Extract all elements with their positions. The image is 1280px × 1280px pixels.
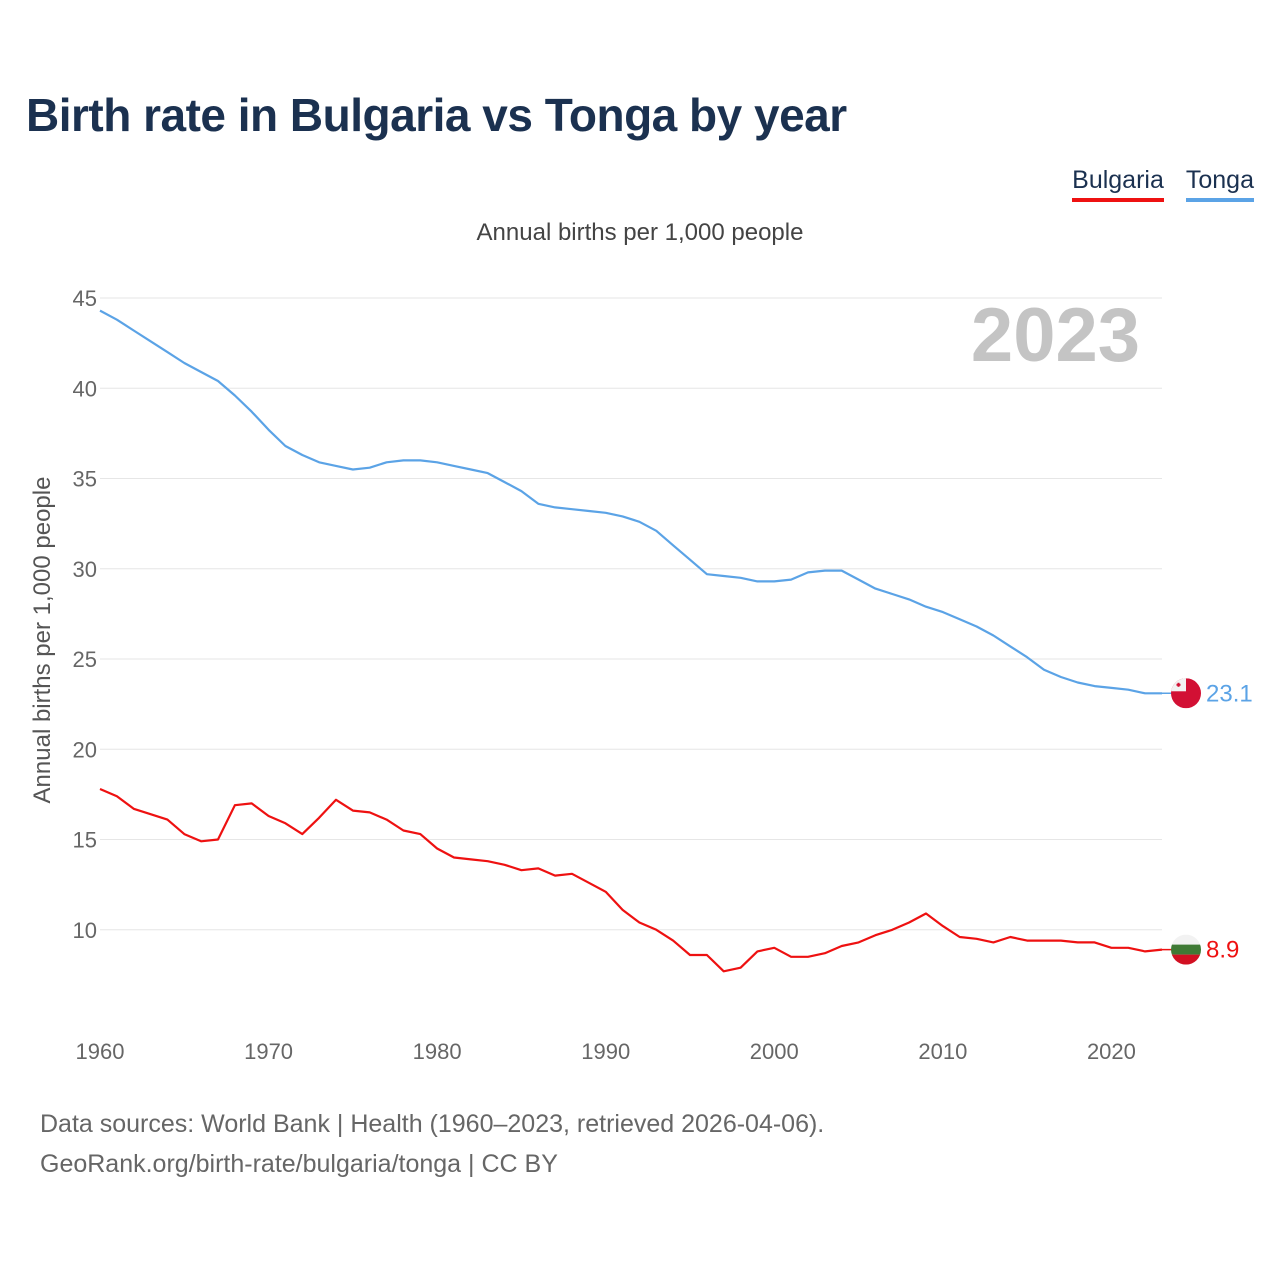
y-tick-label: 35 [73, 467, 97, 492]
y-tick-label: 30 [73, 557, 97, 582]
flag-icon-tonga [1171, 678, 1201, 709]
gridlines [100, 297, 1162, 931]
line-chart: Annual births per 1,000 people Annual bi… [29, 219, 1253, 1064]
legend: Bulgaria Tonga [1072, 166, 1254, 202]
chart-title: Birth rate in Bulgaria vs Tonga by year [26, 89, 847, 141]
x-tick-label: 2010 [918, 1039, 967, 1064]
y-tick-label: 45 [73, 286, 97, 311]
x-tick-label: 1960 [76, 1039, 125, 1064]
year-label: 2023 [971, 293, 1140, 378]
chart-subtitle: Annual births per 1,000 people [477, 219, 804, 246]
series-line-tonga [99, 309, 1162, 695]
data-source-text: Data sources: World Bank | Health (1960–… [40, 1110, 825, 1138]
x-tick-label: 2020 [1087, 1039, 1136, 1064]
series-line-bulgaria [99, 787, 1163, 973]
end-markers: 8.9 23.1 [1162, 678, 1253, 965]
y-tick-label: 40 [73, 376, 97, 401]
y-tick-label: 20 [73, 737, 97, 762]
series-lines [99, 309, 1163, 973]
y-tick-label: 10 [73, 918, 97, 943]
y-axis-label: Annual births per 1,000 people [29, 477, 56, 804]
legend-item-tonga[interactable]: Tonga [1185, 166, 1254, 202]
end-value-label-bulgaria: 8.9 [1206, 937, 1239, 964]
x-tick-label: 2000 [750, 1039, 799, 1064]
y-tick-label: 15 [73, 828, 97, 853]
legend-item-bulgaria[interactable]: Bulgaria [1072, 166, 1164, 202]
y-axis-ticks: 10 15 20 25 30 35 40 45 [73, 286, 97, 943]
x-axis-ticks: 1960 1970 1980 1990 2000 2010 2020 [76, 1039, 1136, 1064]
y-tick-label: 25 [73, 647, 97, 672]
footer: Data sources: World Bank | Health (1960–… [40, 1104, 824, 1184]
x-tick-label: 1980 [413, 1039, 462, 1064]
x-tick-label: 1970 [244, 1039, 293, 1064]
x-tick-label: 1990 [581, 1039, 630, 1064]
attribution-text: GeoRank.org/birth-rate/bulgaria/tonga | … [40, 1150, 558, 1178]
end-value-label-tonga: 23.1 [1206, 680, 1253, 707]
flag-icon-bulgaria [1171, 934, 1201, 965]
